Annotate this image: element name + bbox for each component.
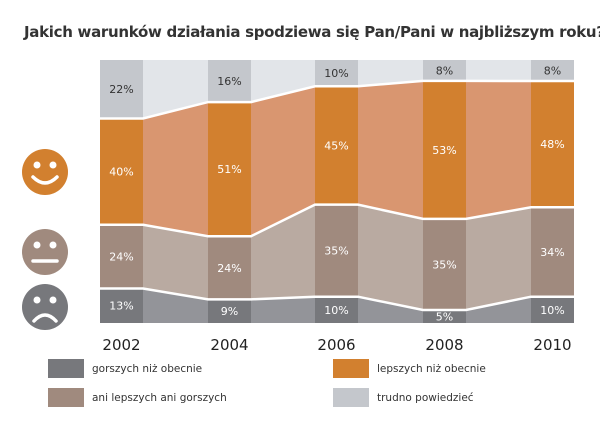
connector-band bbox=[358, 296, 423, 323]
series-separator bbox=[100, 287, 574, 312]
legend-item-better: lepszych niż obecnie bbox=[333, 359, 486, 378]
connector-band bbox=[466, 296, 531, 323]
legend-item-neutral: ani lepszych ani gorszych bbox=[48, 388, 227, 407]
data-label: 8% bbox=[544, 65, 561, 78]
smiley-neutral-icon bbox=[22, 229, 68, 275]
data-label: 5% bbox=[436, 310, 453, 323]
connector-band bbox=[251, 204, 315, 300]
bar-segment bbox=[423, 218, 466, 310]
bar-segment bbox=[208, 102, 251, 237]
bar-segment bbox=[531, 81, 574, 208]
legend-swatch bbox=[333, 359, 369, 378]
connector-band bbox=[466, 60, 531, 82]
connector-band bbox=[251, 296, 315, 323]
connector-band bbox=[466, 207, 531, 310]
data-label: 16% bbox=[217, 75, 241, 88]
bar-segment bbox=[208, 236, 251, 300]
x-tick-label: 2010 bbox=[533, 336, 571, 354]
connector-band bbox=[358, 80, 423, 219]
bar-segment bbox=[208, 60, 251, 103]
face-eye bbox=[33, 161, 41, 169]
bar-segment bbox=[531, 60, 574, 82]
x-tick-label: 2004 bbox=[210, 336, 248, 354]
bar-segment bbox=[315, 296, 358, 323]
legend-label: trudno powiedzieć bbox=[377, 391, 474, 404]
data-label: 35% bbox=[324, 245, 348, 258]
connector-band bbox=[143, 224, 208, 300]
legend-item-hard-to-say: trudno powiedzieć bbox=[333, 388, 474, 407]
data-label: 22% bbox=[109, 83, 133, 96]
bar-segment bbox=[423, 60, 466, 81]
data-label: 40% bbox=[109, 166, 133, 179]
bar-segment bbox=[208, 299, 251, 323]
data-label: 53% bbox=[432, 144, 456, 157]
chart-title: Jakich warunków działania spodziewa się … bbox=[24, 23, 600, 41]
face-mouth bbox=[32, 313, 58, 323]
legend-label: lepszych niż obecnie bbox=[377, 362, 486, 375]
data-label: 13% bbox=[109, 300, 133, 313]
data-label: 48% bbox=[540, 138, 564, 151]
x-tick-label: 2008 bbox=[425, 336, 463, 354]
connector-band bbox=[358, 60, 423, 87]
connector-band bbox=[143, 102, 208, 237]
series-separator bbox=[100, 203, 574, 238]
data-label: 24% bbox=[217, 262, 241, 275]
data-label: 10% bbox=[540, 304, 564, 317]
bar-segment bbox=[315, 86, 358, 205]
bar-segment bbox=[100, 224, 143, 289]
x-tick-label: 2006 bbox=[317, 336, 355, 354]
face-eye bbox=[49, 241, 57, 249]
bar-segment bbox=[531, 207, 574, 297]
data-label: 24% bbox=[109, 251, 133, 264]
face-eye bbox=[33, 296, 41, 304]
legend-swatch bbox=[48, 388, 84, 407]
connector-band bbox=[251, 86, 315, 237]
bar-segment bbox=[531, 296, 574, 323]
data-label: 51% bbox=[217, 163, 241, 176]
bar-segment bbox=[100, 118, 143, 225]
bar-segment bbox=[100, 60, 143, 119]
face-eye bbox=[49, 161, 57, 169]
connector-band bbox=[143, 60, 208, 119]
face-mouth bbox=[31, 175, 59, 185]
connector-band bbox=[358, 204, 423, 310]
legend-label: gorszych niż obecnie bbox=[92, 362, 203, 375]
bar-segment bbox=[423, 309, 466, 323]
legend-item-worse: gorszych niż obecnie bbox=[48, 359, 202, 378]
smiley-happy-icon bbox=[22, 149, 68, 195]
face-eye bbox=[33, 241, 41, 249]
connector-band bbox=[466, 80, 531, 219]
bar-segment bbox=[315, 204, 358, 297]
legend-label: ani lepszych ani gorszych bbox=[92, 391, 227, 404]
legend-swatch bbox=[48, 359, 84, 378]
bar-segment bbox=[100, 288, 143, 323]
data-label: 45% bbox=[324, 139, 348, 152]
bar-segment bbox=[423, 80, 466, 219]
smiley-sad-icon bbox=[22, 284, 68, 330]
connector-band bbox=[251, 60, 315, 103]
legend-swatch bbox=[333, 388, 369, 407]
data-label: 8% bbox=[436, 64, 453, 77]
data-label: 34% bbox=[540, 246, 564, 259]
data-label: 35% bbox=[432, 258, 456, 271]
data-label: 10% bbox=[324, 304, 348, 317]
face-eye bbox=[49, 296, 57, 304]
x-tick-label: 2002 bbox=[102, 336, 140, 354]
data-label: 9% bbox=[221, 305, 238, 318]
bar-segment bbox=[315, 60, 358, 87]
series-separator bbox=[100, 79, 574, 120]
data-label: 10% bbox=[324, 67, 348, 80]
